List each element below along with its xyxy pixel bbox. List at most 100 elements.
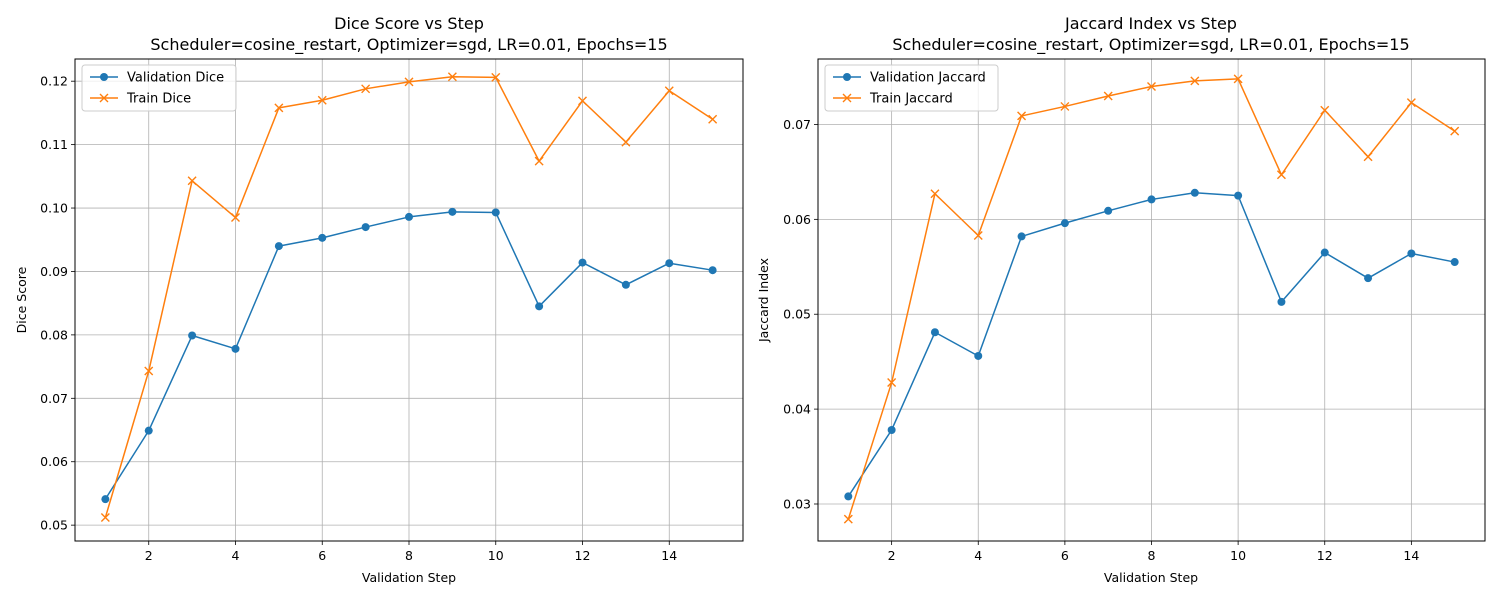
data-point (447, 72, 457, 82)
x-tick-label: 4 (974, 548, 982, 563)
data-point (361, 84, 371, 94)
y-tick-label: 0.08 (40, 327, 68, 342)
x-tick-label: 2 (888, 548, 896, 563)
data-point (317, 95, 327, 105)
x-tick-label: 8 (405, 548, 413, 563)
x-tick-label: 4 (232, 548, 240, 563)
y-tick-label: 0.11 (40, 137, 68, 152)
y-tick-label: 0.03 (783, 496, 811, 511)
y-axis-label: Jaccard Index (756, 258, 771, 343)
x-tick-label: 14 (1403, 548, 1419, 563)
plot-frame (817, 58, 1486, 542)
data-point (1190, 76, 1200, 86)
series-lines (100, 72, 718, 523)
data-point (1147, 195, 1156, 204)
data-point (187, 176, 197, 186)
x-tick-label: 12 (575, 548, 591, 563)
data-point (535, 302, 544, 311)
data-point (1407, 249, 1416, 258)
y-tick-label: 0.05 (783, 307, 811, 322)
data-point (1450, 258, 1459, 267)
data-point (578, 96, 588, 106)
data-point (1017, 232, 1026, 241)
data-point (1190, 188, 1199, 197)
data-point (231, 344, 240, 353)
y-axis-label: Dice Score (14, 266, 29, 333)
y-tick-label: 0.09 (40, 264, 68, 279)
data-point (930, 189, 940, 199)
data-point (887, 378, 897, 388)
legend-box (81, 64, 237, 112)
x-tick-label: 10 (1230, 548, 1246, 563)
data-point (404, 77, 414, 87)
dice-chart: Dice Score vs Step Scheduler=cosine_rest… (14, 14, 744, 585)
data-point (973, 230, 983, 240)
data-point (318, 233, 327, 242)
data-point (1320, 248, 1329, 257)
data-point (887, 425, 896, 434)
data-point (1363, 152, 1373, 162)
data-point (974, 351, 983, 360)
data-point (1233, 74, 1243, 84)
y-tick-label: 0.05 (40, 518, 68, 533)
x-axis-label: Validation Step (1104, 570, 1198, 585)
x-axis-label: Validation Step (362, 570, 456, 585)
x-tick-label: 8 (1148, 548, 1156, 563)
axis-ticks: 2 4 6 8 10 12 14 0.03 0.04 0.05 0.06 0.07 (783, 117, 1419, 563)
chart-title: Jaccard Index vs Step (1064, 14, 1237, 33)
data-point (534, 156, 544, 166)
data-point (1364, 274, 1373, 283)
data-point (274, 103, 284, 113)
legend-label: Validation Dice (127, 71, 224, 86)
data-point (708, 114, 718, 124)
data-point (664, 86, 674, 96)
data-point (621, 137, 631, 147)
data-point (144, 366, 154, 376)
x-tick-label: 10 (488, 548, 504, 563)
data-point (1234, 191, 1243, 200)
legend-marker (843, 73, 851, 81)
data-point (1276, 170, 1286, 180)
data-point (491, 72, 501, 82)
plot-frame (74, 58, 744, 542)
y-tick-label: 0.07 (40, 391, 68, 406)
data-point (491, 208, 500, 217)
data-point (1060, 101, 1070, 111)
data-point (405, 212, 413, 221)
legend: Validation Jaccard Train Jaccard (824, 64, 999, 112)
legend-marker (100, 73, 108, 81)
chart-subtitle: Scheduler=cosine_restart, Optimizer=sgd,… (150, 35, 667, 55)
legend-marker (99, 93, 109, 103)
data-point (1450, 126, 1460, 136)
data-point (448, 207, 457, 216)
y-tick-label: 0.06 (40, 454, 68, 469)
x-tick-label: 2 (145, 548, 153, 563)
data-point (844, 492, 853, 501)
y-tick-label: 0.06 (783, 212, 811, 227)
data-point (230, 213, 240, 223)
data-point (708, 266, 717, 275)
data-point (1060, 219, 1069, 228)
legend: Validation Dice Train Dice (81, 64, 237, 112)
data-point (361, 223, 370, 232)
data-point (1320, 105, 1330, 115)
chart-title: Dice Score vs Step (334, 14, 484, 33)
jaccard-chart: Jaccard Index vs Step Scheduler=cosine_r… (756, 14, 1486, 585)
x-tick-label: 6 (1061, 548, 1069, 563)
data-point (144, 426, 153, 435)
data-point (1277, 297, 1286, 306)
data-point (578, 258, 587, 267)
series-lines (843, 74, 1460, 524)
data-point (1103, 91, 1113, 101)
data-point (930, 328, 939, 337)
data-point (101, 495, 110, 504)
data-point (1406, 98, 1416, 108)
axis-ticks: 2 4 6 8 10 12 14 0.05 0.06 0.07 0.08 0.09 0.10 0.11 0.… (40, 74, 677, 563)
x-tick-label: 6 (318, 548, 326, 563)
y-tick-label: 0.10 (40, 201, 68, 216)
data-point (621, 280, 630, 289)
data-point (665, 259, 674, 268)
data-point (1104, 206, 1113, 215)
y-tick-label: 0.12 (40, 74, 68, 89)
